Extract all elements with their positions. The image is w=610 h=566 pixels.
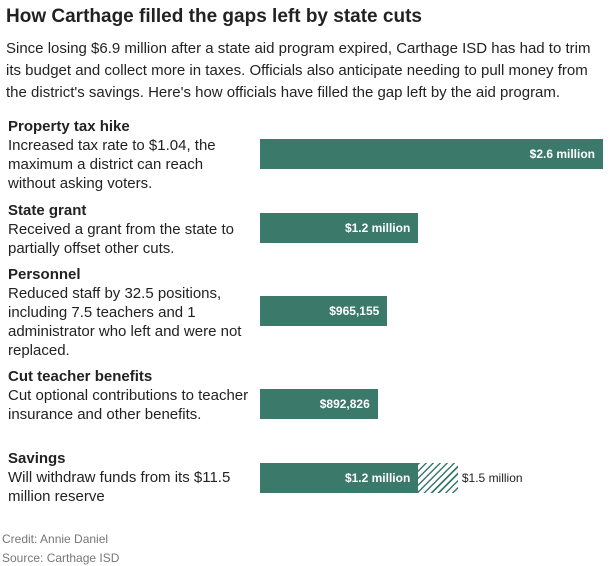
- category-description: Received a grant from the state to parti…: [8, 221, 234, 257]
- bar-value-label: $1.2 million: [344, 471, 411, 485]
- category-label: Property tax hike: [8, 118, 130, 135]
- category-label: State grant: [8, 202, 87, 219]
- bar: $892,826: [260, 389, 378, 419]
- source-line: Source: Carthage ISD: [2, 551, 120, 565]
- bar: $2.6 million: [260, 139, 603, 169]
- chart-title: How Carthage filled the gaps left by sta…: [6, 6, 422, 27]
- category-description: Increased tax rate to $1.04, the maximum…: [8, 137, 216, 192]
- category-label: Savings: [8, 450, 66, 467]
- row-label: State grant Received a grant from the sta…: [8, 201, 254, 258]
- bar: $1.2 million: [260, 463, 419, 493]
- bar-extension-hatched: [418, 463, 458, 493]
- row-label: Property tax hike Increased tax rate to $…: [8, 117, 254, 193]
- bar-max-label: $1.5 million: [461, 471, 523, 485]
- category-description: Reduced staff by 32.5 positions, includi…: [8, 285, 242, 359]
- bar-value-label: $2.6 million: [529, 147, 595, 161]
- row-label: Personnel Reduced staff by 32.5 positions…: [8, 265, 254, 360]
- credit-line: Credit: Annie Daniel: [2, 532, 109, 546]
- bar-value-label: $892,826: [319, 397, 370, 411]
- chart-subtitle: Since losing $6.9 million after a state …: [6, 40, 591, 101]
- row-label: Cut teacher benefits Cut optional contrib…: [8, 367, 254, 424]
- bar: $1.2 million: [260, 213, 419, 243]
- category-label: Personnel: [8, 266, 81, 283]
- bar-value-label: $965,155: [329, 304, 380, 318]
- category-description: Will withdraw funds from its $11.5 milli…: [8, 469, 231, 505]
- category-description: Cut optional contributions to teacher in…: [8, 387, 249, 423]
- row-label: Savings Will withdraw funds from its $11.…: [8, 449, 254, 506]
- category-label: Cut teacher benefits: [8, 368, 153, 385]
- bar: $965,155: [260, 296, 388, 326]
- bar-value-label: $1.2 million: [344, 221, 411, 235]
